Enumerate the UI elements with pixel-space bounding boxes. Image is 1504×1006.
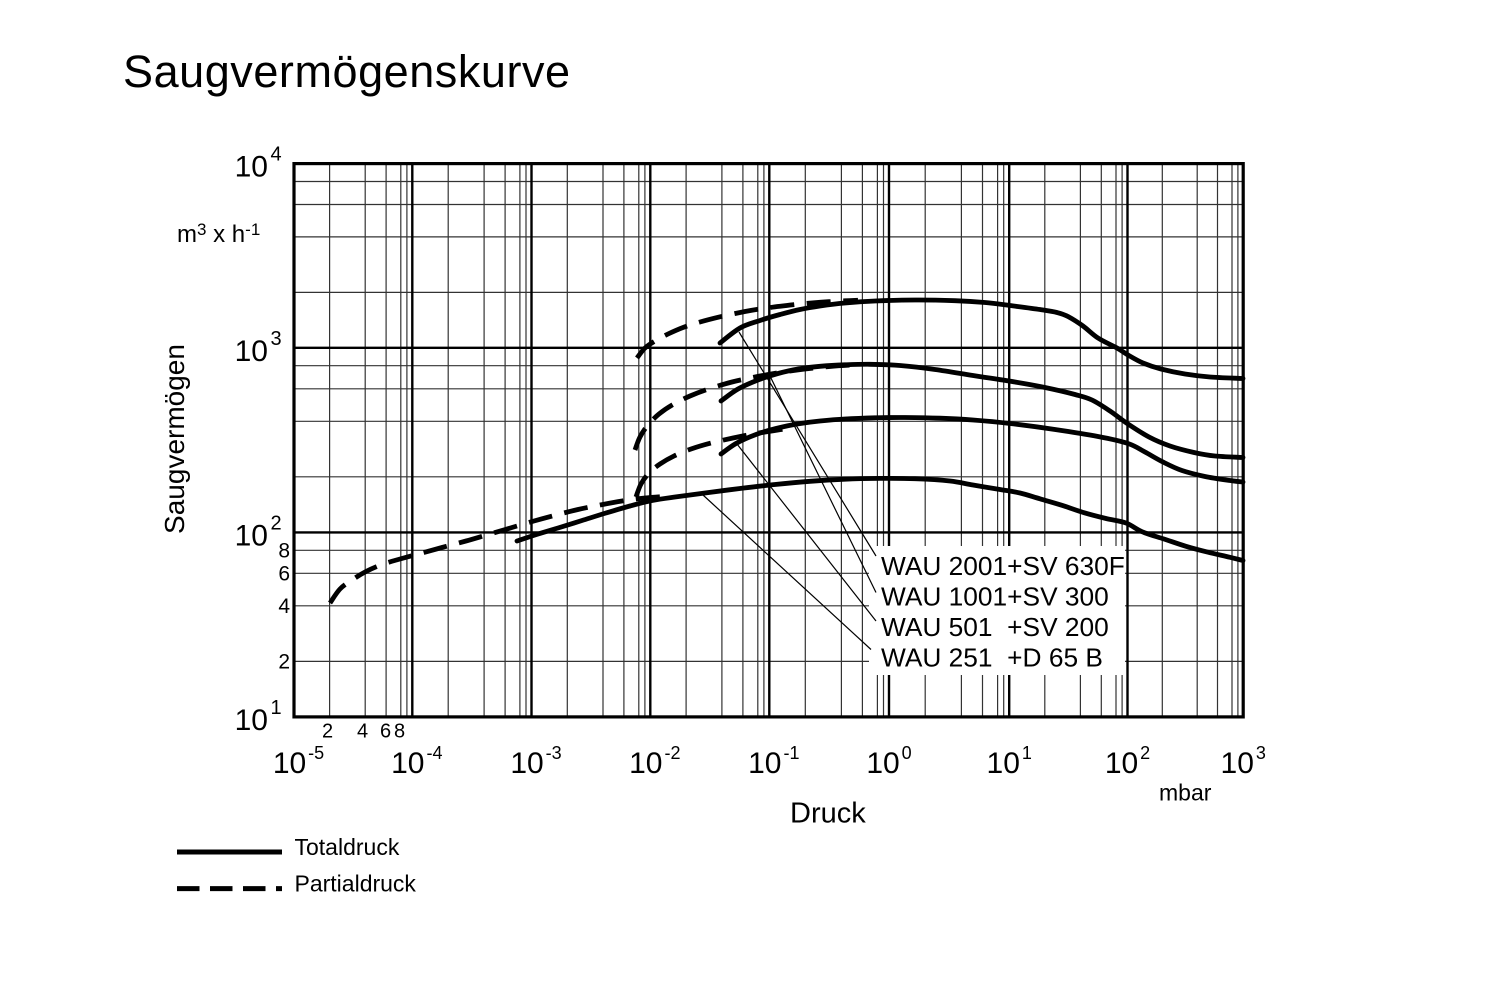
svg-text:-2: -2: [664, 743, 680, 763]
svg-text:mbar: mbar: [1159, 779, 1212, 805]
svg-text:10: 10: [235, 704, 268, 737]
svg-text:10: 10: [235, 519, 268, 552]
svg-text:10: 10: [987, 747, 1020, 780]
svg-text:2: 2: [1140, 743, 1150, 763]
svg-text:8: 8: [394, 721, 405, 743]
svg-text:Totaldruck: Totaldruck: [295, 834, 400, 860]
svg-text:WAU 501 +SV 200: WAU 501 +SV 200: [881, 612, 1109, 642]
svg-text:1: 1: [271, 697, 282, 719]
svg-text:10: 10: [235, 151, 268, 184]
svg-text:-4: -4: [426, 743, 442, 763]
svg-text:10: 10: [629, 747, 662, 780]
svg-text:Partialdruck: Partialdruck: [295, 871, 417, 897]
svg-text:10: 10: [1221, 747, 1254, 780]
svg-text:Saugvermögen: Saugvermögen: [159, 344, 190, 534]
svg-text:6: 6: [380, 721, 391, 743]
svg-text:0: 0: [902, 743, 912, 763]
svg-text:10: 10: [866, 747, 899, 780]
svg-text:WAU 2001+SV 630F: WAU 2001+SV 630F: [881, 551, 1125, 581]
svg-text:2: 2: [271, 512, 282, 534]
svg-text:6: 6: [278, 562, 290, 585]
svg-text:3: 3: [1256, 743, 1266, 763]
svg-text:8: 8: [278, 539, 290, 562]
svg-text:-3: -3: [546, 743, 562, 763]
svg-text:2: 2: [322, 721, 333, 743]
svg-text:10: 10: [391, 747, 424, 780]
svg-text:10: 10: [510, 747, 543, 780]
svg-text:10: 10: [1105, 747, 1138, 780]
svg-text:3: 3: [271, 328, 282, 350]
svg-text:Druck: Druck: [790, 798, 866, 830]
svg-text:4: 4: [271, 144, 282, 166]
svg-text:2: 2: [278, 650, 290, 673]
svg-text:4: 4: [278, 595, 290, 618]
svg-text:10: 10: [748, 747, 781, 780]
svg-text:Saugvermögenskurve: Saugvermögenskurve: [123, 46, 571, 97]
svg-text:4: 4: [357, 721, 368, 743]
svg-text:10: 10: [273, 747, 306, 780]
svg-text:10: 10: [235, 335, 268, 368]
svg-text:WAU 1001+SV 300: WAU 1001+SV 300: [881, 581, 1109, 611]
svg-text:-1: -1: [783, 743, 799, 763]
svg-text:WAU 251 +D 65 B: WAU 251 +D 65 B: [881, 642, 1103, 672]
svg-text:-5: -5: [308, 743, 324, 763]
svg-text:1: 1: [1022, 743, 1032, 763]
